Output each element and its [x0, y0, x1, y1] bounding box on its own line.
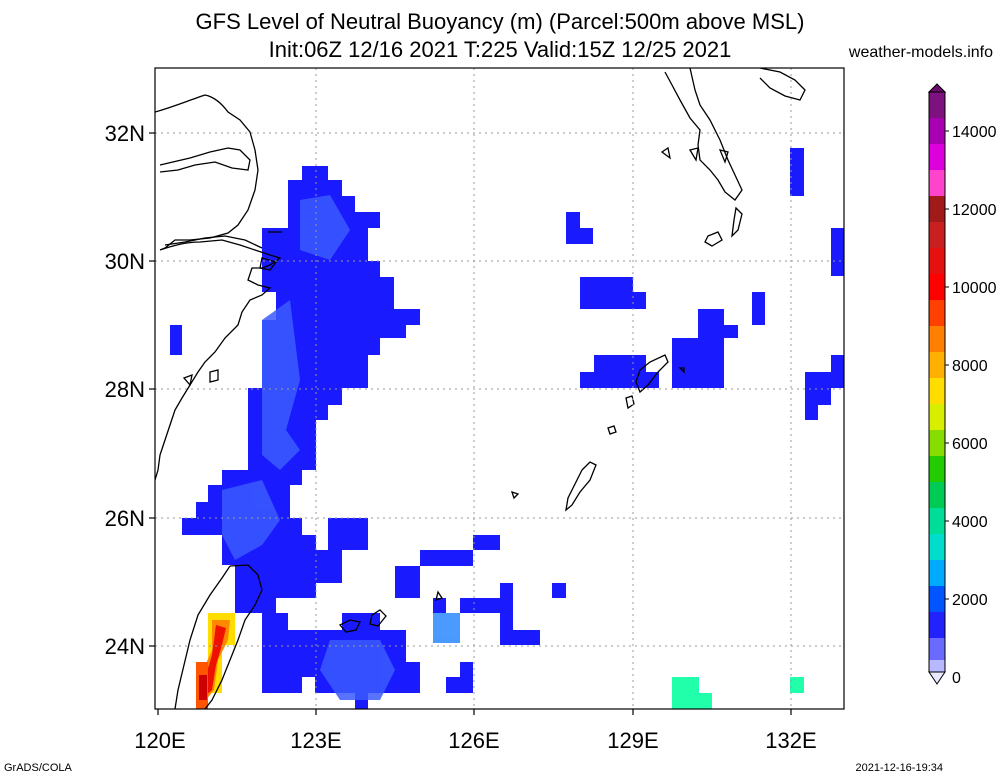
axis-ticks: [149, 132, 792, 715]
yaeyama: [338, 590, 444, 633]
china-coast: [155, 94, 282, 481]
colorbar-label: 6000: [952, 436, 988, 453]
footer-timestamp: 2021-12-16-19:34: [855, 762, 943, 774]
colorbar-label: 8000: [952, 358, 988, 375]
amami: [635, 354, 669, 394]
yakushima: [704, 231, 723, 247]
lat-label: 28N: [105, 377, 145, 402]
site-label: weather-models.info: [848, 44, 993, 61]
lon-label: 123E: [290, 728, 341, 753]
colorbar-label: 0: [952, 670, 961, 687]
lon-label: 120E: [134, 728, 185, 753]
lat-axis: 32N 30N 28N 26N 24N: [105, 121, 145, 659]
japan-kyushu: [664, 68, 743, 201]
coast-islands: [182, 146, 729, 387]
tanegashima: [731, 206, 743, 238]
coastlines: [155, 68, 806, 709]
cyan-cells: [672, 677, 804, 709]
lon-label: 129E: [607, 728, 658, 753]
lon-axis: 120E 123E 126E 129E 132E: [134, 728, 816, 753]
yangtze-estuary: [159, 147, 251, 173]
colorbar-label: 10000: [952, 280, 997, 297]
colorbar-label: 4000: [952, 514, 988, 531]
okinawa: [565, 461, 597, 512]
chart-subtitle: Init:06Z 12/16 2021 T:225 Valid:15Z 12/2…: [268, 37, 732, 62]
hot-spot-region: [196, 613, 235, 709]
hangzhou-bay: [164, 235, 263, 249]
chart-title: GFS Level of Neutral Buoyancy (m) (Parce…: [195, 9, 805, 34]
colorbar-label: 14000: [952, 124, 997, 141]
japan-shikoku: [759, 68, 806, 101]
gridlines: [155, 68, 844, 709]
blue-region-highlights: [222, 195, 460, 700]
taiwan: [174, 564, 263, 709]
footer-credit: GrADS/COLA: [4, 762, 72, 774]
colorbar-label: 12000: [952, 202, 997, 219]
lat-label: 26N: [105, 506, 145, 531]
lat-label: 32N: [105, 121, 145, 146]
colorbar-label: 2000: [952, 592, 988, 609]
colorbar: 14000 12000 10000 8000 6000 4000 2000 0: [927, 83, 997, 687]
small-islands-1: [510, 367, 685, 500]
lat-label: 24N: [105, 634, 145, 659]
lon-label: 132E: [765, 728, 816, 753]
lon-label: 126E: [448, 728, 499, 753]
lat-label: 30N: [105, 249, 145, 274]
